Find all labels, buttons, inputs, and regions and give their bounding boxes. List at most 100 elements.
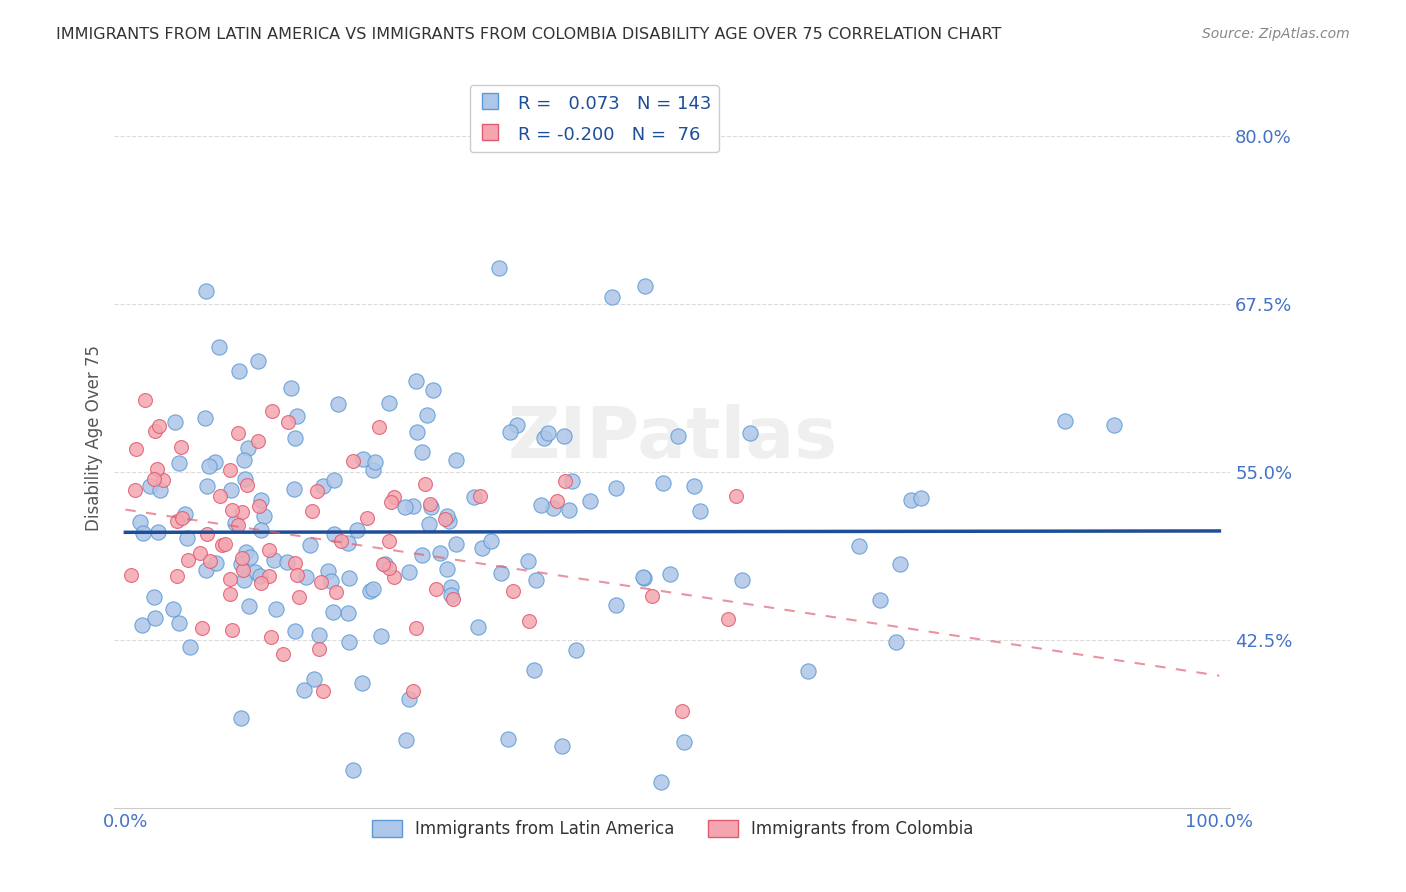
Point (176, 531, 198, 545)
Point (326, 397, 349, 411)
Point (378, 533, 401, 548)
Point (605, 481, 627, 495)
Point (634, 279, 657, 293)
Point (578, 494, 600, 508)
Point (419, 497, 441, 511)
Point (148, 418, 170, 433)
Point (530, 498, 553, 512)
Point (724, 489, 747, 503)
Point (731, 574, 754, 588)
Point (174, 507, 197, 521)
Point (162, 602, 184, 616)
Point (218, 587, 240, 601)
Point (546, 493, 568, 508)
Point (204, 556, 226, 570)
Point (488, 261, 510, 276)
Point (302, 673, 325, 687)
Point (374, 557, 396, 571)
Point (356, 510, 378, 524)
Point (131, 618, 153, 632)
Point (284, 556, 307, 570)
Point (367, 419, 389, 434)
Point (437, 514, 460, 528)
Point (411, 548, 433, 562)
Point (378, 561, 401, 575)
Point (471, 541, 494, 556)
Point (502, 584, 524, 599)
Point (666, 429, 689, 443)
Point (361, 582, 384, 596)
Point (398, 565, 420, 579)
Point (299, 538, 322, 552)
Point (214, 536, 236, 550)
Point (605, 598, 627, 612)
Point (519, 615, 541, 629)
Point (292, 682, 315, 697)
Point (146, 462, 169, 476)
Point (411, 445, 433, 459)
Point (259, 630, 281, 644)
Point (533, 430, 555, 444)
Point (301, 504, 323, 518)
Point (405, 621, 427, 635)
Point (382, 490, 405, 504)
Point (489, 566, 512, 580)
Point (257, 569, 280, 583)
Point (246, 434, 269, 449)
Point (561, 475, 583, 489)
Point (558, 503, 581, 517)
Point (224, 516, 246, 530)
Point (238, 441, 260, 455)
Point (167, 456, 190, 470)
Point (380, 495, 402, 509)
Point (689, 504, 711, 518)
Point (266, 602, 288, 616)
Point (425, 582, 447, 597)
Point (342, 763, 364, 777)
Point (198, 459, 221, 474)
Point (524, 573, 547, 587)
Point (436, 562, 458, 576)
Point (359, 583, 381, 598)
Point (208, 489, 231, 503)
Point (319, 574, 342, 589)
Point (124, 483, 146, 497)
Point (671, 705, 693, 719)
Point (523, 663, 546, 677)
Point (195, 563, 218, 577)
Point (257, 542, 280, 557)
Point (1104, 417, 1126, 432)
Point (422, 384, 444, 398)
Point (226, 426, 249, 441)
Point (132, 525, 155, 540)
Point (239, 550, 262, 565)
Point (232, 453, 254, 467)
Text: ZIPatlas: ZIPatlas (508, 404, 838, 473)
Point (142, 590, 165, 604)
Point (323, 473, 346, 487)
Point (221, 503, 243, 517)
Point (565, 643, 588, 657)
Point (444, 537, 467, 551)
Point (440, 580, 463, 594)
Point (554, 474, 576, 488)
Point (211, 538, 233, 552)
Point (352, 676, 374, 690)
Point (194, 410, 217, 425)
Point (288, 590, 311, 604)
Point (204, 455, 226, 469)
Point (284, 431, 307, 445)
Point (436, 509, 458, 524)
Point (235, 472, 257, 486)
Point (198, 554, 221, 568)
Point (796, 664, 818, 678)
Point (322, 605, 344, 619)
Point (398, 692, 420, 706)
Point (633, 571, 655, 585)
Point (346, 523, 368, 537)
Point (308, 642, 330, 657)
Point (219, 483, 242, 497)
Point (551, 739, 574, 753)
Point (415, 476, 437, 491)
Text: IMMIGRANTS FROM LATIN AMERICA VS IMMIGRANTS FROM COLOMBIA DISABILITY AGE OVER 75: IMMIGRANTS FROM LATIN AMERICA VS IMMIGRA… (56, 27, 1001, 42)
